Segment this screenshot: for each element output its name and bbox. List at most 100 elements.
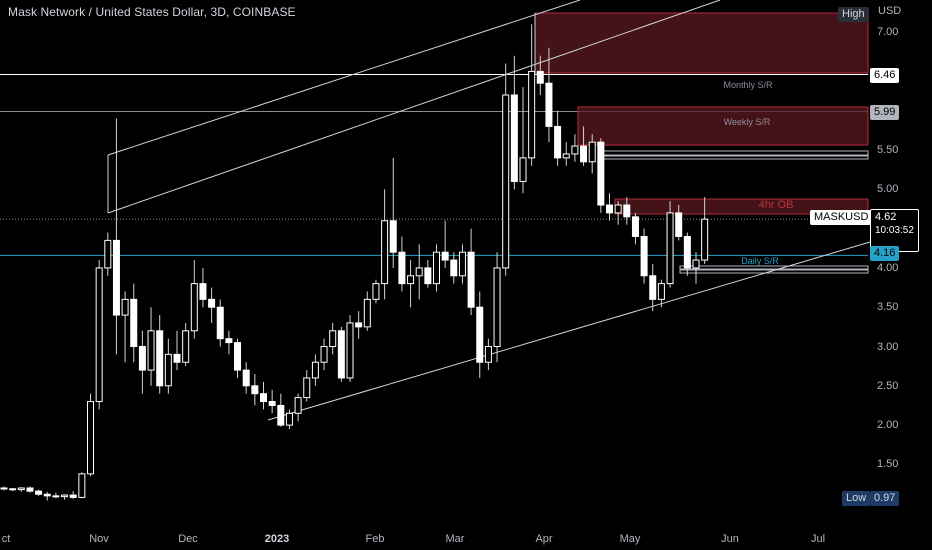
candle-body xyxy=(562,153,570,159)
candle-body xyxy=(389,220,397,253)
candle-body xyxy=(701,218,709,261)
y-tick-label: 5.50 xyxy=(877,144,899,156)
candle-body xyxy=(52,495,60,498)
candle-body xyxy=(398,251,406,285)
candle-body xyxy=(182,330,190,363)
candle-body xyxy=(545,82,553,127)
candle-body xyxy=(519,157,527,182)
candle-body xyxy=(225,338,233,344)
candle-body xyxy=(692,259,700,269)
x-tick-label: Jun xyxy=(721,533,739,545)
candle-body xyxy=(78,473,86,498)
y-tick-label: 1.50 xyxy=(877,458,899,471)
candle-body xyxy=(346,322,354,379)
y-tick-label: 2.00 xyxy=(877,419,899,432)
y-tick-label: 5.00 xyxy=(877,183,899,196)
candle-body xyxy=(26,487,34,492)
daily-level-tag: 4.16 xyxy=(870,246,900,261)
candle-body xyxy=(640,235,648,277)
candle-body xyxy=(536,70,544,84)
candle-body xyxy=(242,369,250,387)
candle-body xyxy=(69,494,77,498)
candle-body xyxy=(251,385,259,395)
candle-body xyxy=(683,235,691,269)
y-tick-label: 3.00 xyxy=(877,340,899,353)
candle-body xyxy=(216,306,224,340)
level-band-2 xyxy=(597,155,869,160)
candle-body xyxy=(311,361,319,379)
candle-body xyxy=(104,239,112,269)
candle-body xyxy=(675,212,683,237)
high-tag: High xyxy=(838,7,869,22)
low-tag: Low xyxy=(842,491,871,506)
level-band-3 xyxy=(679,265,869,270)
candle-body xyxy=(112,239,120,316)
x-tick-label: Dec xyxy=(178,533,198,545)
candle-body xyxy=(277,404,285,426)
monthly-sr-label: Monthly S/R xyxy=(723,80,773,90)
candle-body xyxy=(61,494,69,498)
x-tick-label: Nov xyxy=(89,533,109,545)
candle-body xyxy=(130,298,138,348)
candle-body xyxy=(554,125,562,159)
candle-body xyxy=(164,353,172,387)
candle-body xyxy=(294,397,302,414)
weekly-level-tag: 5.99 xyxy=(870,105,900,120)
candle-body xyxy=(657,283,665,300)
candle-body xyxy=(588,141,596,163)
candle-body xyxy=(260,393,267,403)
weekly-zone xyxy=(577,106,869,146)
candle-body xyxy=(337,330,345,379)
candle-body xyxy=(190,283,198,332)
candle-body xyxy=(372,283,380,300)
candle-body xyxy=(450,259,458,277)
monthly-zone xyxy=(534,12,869,74)
y-tick-label: 2.50 xyxy=(877,379,899,392)
x-tick-label: Apr xyxy=(535,533,553,545)
candle-body xyxy=(528,70,536,159)
candle-body xyxy=(303,377,311,399)
candle-body xyxy=(0,487,8,490)
candle-body xyxy=(43,493,51,497)
candle-body xyxy=(199,283,207,300)
candle-body xyxy=(623,204,631,218)
candle-body xyxy=(424,267,432,285)
monthly-level-tag: 6.46 xyxy=(870,68,900,83)
candle-body xyxy=(407,275,415,285)
candle-body xyxy=(433,251,440,285)
ob-label: 4hr OB xyxy=(758,199,794,211)
candle-body xyxy=(35,490,43,495)
symbol-tag: MASKUSD xyxy=(810,210,873,225)
candle-body xyxy=(502,94,510,269)
y-tick-label: 4.00 xyxy=(877,261,899,274)
x-tick-label: 2023 xyxy=(264,533,290,545)
candle-body xyxy=(234,342,242,371)
bar-countdown: 10:03:52 xyxy=(875,225,914,236)
candle-body xyxy=(467,251,475,308)
currency-label: USD xyxy=(878,5,902,17)
candle-body xyxy=(614,204,622,214)
x-tick-label: May xyxy=(619,533,641,545)
x-tick-label: Mar xyxy=(445,533,465,545)
candle-body xyxy=(649,275,657,300)
channel-upper-1 xyxy=(107,0,721,214)
candle-body xyxy=(441,251,449,261)
candle-body xyxy=(156,330,164,387)
candle-body xyxy=(17,487,25,491)
candle-body xyxy=(268,401,276,406)
candle-body xyxy=(571,145,579,155)
candle-body xyxy=(493,267,501,348)
candle-body xyxy=(147,330,155,371)
channel-upper-2 xyxy=(107,0,581,156)
candle-body xyxy=(510,94,518,182)
candle-body xyxy=(363,298,371,328)
candle-body xyxy=(208,298,216,308)
weekly-sr-label: Weekly S/R xyxy=(723,117,771,127)
level-band-1 xyxy=(597,150,869,156)
candle-body xyxy=(381,220,389,285)
candle-body xyxy=(631,216,639,237)
candle-body xyxy=(484,346,492,363)
x-tick-label: Feb xyxy=(365,533,385,545)
